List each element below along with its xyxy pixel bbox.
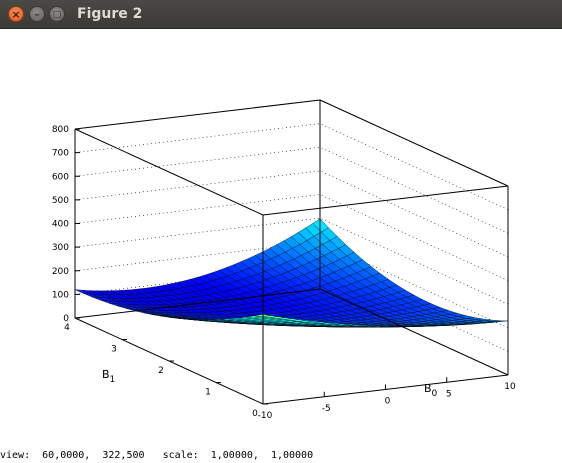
grid-line: [74, 99, 509, 187]
grid-line: [74, 170, 509, 258]
window-title: Figure 2: [77, 6, 143, 22]
surface-plot[interactable]: 0100200300400500600700800-10-5051001234 …: [0, 29, 562, 449]
title-bar: × – □ Figure 2: [0, 0, 562, 29]
box-edge: [262, 185, 509, 216]
view-label: view:: [0, 450, 31, 461]
x-tick-label: 0: [385, 397, 391, 407]
scale-value: 1,00000, 1,00000: [210, 450, 314, 461]
x-tick-label: 10: [504, 382, 516, 392]
z-tick-label: 700: [52, 149, 69, 159]
grid-line: [74, 146, 509, 234]
grid-line: [74, 241, 509, 329]
plot-area[interactable]: 0 100 200 300 400 500 600 700 800 -10 -5 0 5 10 0 1 2 3 4 …: [0, 29, 562, 449]
z-tick-label: 600: [52, 172, 69, 182]
grid-line: [74, 194, 509, 281]
z-tick-label: 500: [52, 196, 69, 206]
box-edge: [319, 288, 509, 376]
box-edge: [74, 99, 321, 130]
box-edge: [74, 128, 264, 216]
z-tick-label: 100: [52, 290, 69, 300]
y-tick-label: 4: [64, 323, 70, 333]
minimize-button[interactable]: –: [29, 6, 45, 22]
z-tick-label: 200: [52, 267, 69, 277]
y-tick-label: 3: [111, 345, 117, 355]
box-edge: [319, 99, 509, 187]
y-axis-label: B1: [102, 368, 115, 385]
z-tick-label: 800: [52, 125, 69, 135]
z-tick-label: 300: [52, 243, 69, 253]
surface-mesh: [74, 218, 509, 328]
z-tick-label: 0: [63, 314, 69, 324]
x-tick-label: -5: [322, 404, 331, 414]
scale-label: scale:: [162, 450, 199, 461]
status-bar: view: 60,0000, 322,500 scale: 1,00000, 1…: [0, 449, 562, 463]
maximize-button[interactable]: □: [49, 6, 65, 22]
z-tick-label: 400: [52, 220, 69, 230]
y-tick-label: 2: [158, 366, 164, 376]
y-tick-label: 0: [252, 409, 258, 419]
y-tick-label: 1: [205, 388, 211, 398]
x-tick-label: 5: [446, 389, 452, 399]
x-axis-label: B0: [424, 382, 438, 399]
x-tick-label: -10: [258, 411, 273, 421]
grid-line: [74, 217, 509, 305]
close-button[interactable]: ×: [8, 6, 24, 22]
axes-box: [74, 99, 509, 405]
surface-patch: [254, 314, 271, 318]
view-value: 60,0000, 322,500: [42, 450, 145, 461]
grid-line: [74, 123, 509, 210]
box-edge: [74, 288, 321, 319]
